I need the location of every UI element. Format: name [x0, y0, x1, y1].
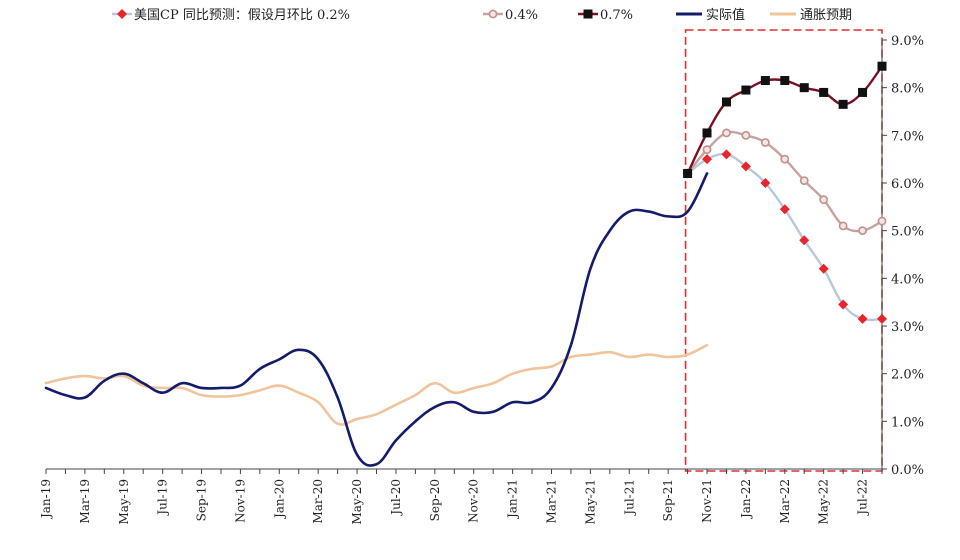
data-point [760, 178, 771, 188]
y-tick-label: 8.0% [891, 82, 924, 97]
data-point [722, 128, 731, 138]
data-point [858, 87, 868, 97]
legend-marker [488, 9, 498, 19]
data-point [819, 195, 829, 205]
x-tick-label: May-21 [583, 479, 597, 525]
y-tick-label: 6.0% [891, 177, 924, 192]
y-tick-label: 5.0% [891, 225, 924, 240]
data-point [780, 76, 790, 86]
legend-label: 美国CP 同比预测：假设月环比 0.2% [134, 8, 350, 23]
legend-marker [117, 9, 127, 19]
x-tick-label: Jan-20 [272, 479, 286, 520]
legend-item-2: 0.7% [578, 8, 633, 23]
y-tick-label: 1.0% [891, 415, 924, 430]
data-point [741, 85, 751, 95]
legend-label: 0.7% [600, 8, 633, 23]
data-point [779, 204, 790, 215]
x-tick-label: Mar-21 [544, 479, 558, 524]
axes: 0.0% 1.0% 2.0% 3.0% 4.0% 5.0% 6.0% 7.0% 8.0% 9.0%… [39, 34, 924, 525]
legend-item-0: 美国CP 同比预测：假设月环比 0.2% [112, 8, 350, 23]
series-line-3 [44, 172, 709, 467]
data-point [702, 154, 713, 165]
data-point [838, 221, 848, 231]
legend-marker [583, 9, 593, 19]
y-tick-label: 4.0% [891, 272, 924, 287]
y-tick-label: 3.0% [891, 320, 924, 335]
x-tick-label: Nov-19 [233, 479, 247, 523]
y-tick-label: 0.0% [891, 463, 924, 478]
data-point [857, 313, 868, 324]
x-tick-label: Jul-21 [622, 479, 636, 517]
y-tick-label: 2.0% [891, 368, 924, 383]
x-tick-label: Jan-21 [506, 479, 520, 520]
data-point [877, 61, 887, 71]
x-tick-label: May-20 [350, 479, 364, 525]
x-tick-label: Sep-19 [195, 479, 209, 521]
data-point [799, 176, 809, 186]
series-line-4 [44, 343, 709, 426]
data-point [838, 99, 848, 109]
y-tick-label: 7.0% [891, 129, 924, 144]
data-point [683, 168, 693, 178]
data-point [877, 313, 887, 324]
series-line-1 [686, 130, 884, 233]
x-tick-label: Mar-20 [311, 479, 325, 524]
data-point [760, 138, 770, 147]
data-point [818, 263, 829, 274]
x-tick-label: Jan-22 [739, 479, 753, 520]
forecast-box [684, 29, 883, 472]
forecast-box-group [684, 29, 883, 472]
data-point [721, 97, 731, 107]
data-point [877, 216, 887, 226]
x-tick-label: Mar-19 [78, 479, 92, 524]
x-tick-label: May-22 [817, 479, 831, 525]
x-tick-label: May-19 [117, 479, 131, 525]
data-point [838, 299, 849, 310]
x-tick-label: Jan-19 [39, 479, 53, 520]
data-point [702, 128, 712, 138]
legend-item-1: 0.4% [483, 8, 538, 23]
data-point [819, 87, 829, 97]
data-point [760, 76, 770, 86]
series-line-0 [686, 152, 884, 322]
y-tick-label: 9.0% [891, 34, 924, 49]
data-point [740, 161, 751, 172]
data-point [702, 145, 712, 155]
data-point [721, 149, 732, 160]
x-tick-label: Mar-22 [778, 479, 792, 524]
x-tick-label: Jul-19 [156, 479, 170, 517]
x-tick-label: Sep-21 [661, 479, 675, 521]
data-point [858, 226, 867, 236]
x-tick-label: Jul-20 [389, 479, 403, 517]
legend-item-3: 实际值 [676, 7, 745, 23]
legend-item-4: 通胀预期 [770, 8, 852, 23]
legend-label: 通胀预期 [800, 8, 852, 23]
legend-label: 0.4% [505, 8, 538, 23]
data-point [799, 83, 809, 93]
data-point [780, 154, 790, 164]
data-point [799, 235, 810, 246]
x-tick-label: Sep-20 [428, 479, 442, 521]
x-tick-label: Nov-20 [467, 479, 481, 523]
legend-label: 实际值 [706, 7, 745, 23]
data-point [741, 130, 751, 140]
series-group [44, 61, 887, 467]
x-tick-label: Jul-22 [856, 479, 870, 517]
x-tick-label: Nov-21 [700, 479, 714, 523]
legend: 美国CP 同比预测：假设月环比 0.2% 0.4% 0.7% 实际值 通胀预期 [112, 7, 852, 23]
